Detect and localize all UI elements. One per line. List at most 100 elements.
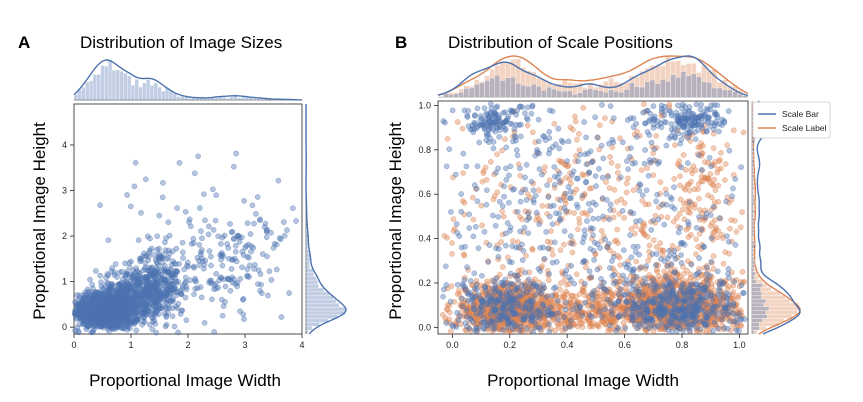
data-point (181, 266, 187, 273)
data-point (271, 240, 278, 247)
panel-letter-a: A (18, 33, 30, 52)
marginal-y-bar (305, 318, 329, 323)
marginal-y-bar (305, 261, 310, 266)
marginal-y-bar (305, 330, 309, 335)
data-point (160, 282, 166, 289)
data-point (500, 213, 507, 220)
data-point (684, 267, 690, 274)
data-point (175, 329, 181, 336)
data-point (677, 173, 683, 179)
data-point (548, 297, 555, 304)
data-point (154, 233, 160, 239)
data-point (726, 250, 732, 257)
panel-b-title: Distribution of Scale Positions (448, 33, 673, 52)
data-point (255, 281, 261, 287)
data-point (169, 313, 176, 320)
marginal-x-bar (134, 79, 139, 101)
marginal-y-bar (305, 280, 318, 285)
data-point (637, 312, 644, 318)
data-point (201, 320, 208, 326)
data-point (132, 300, 139, 307)
data-point (212, 217, 219, 224)
data-point (229, 228, 235, 235)
data-point (159, 259, 166, 266)
data-point (87, 313, 93, 320)
data-point (123, 292, 129, 299)
y-tick-label: 0.8 (418, 145, 431, 155)
data-point (587, 323, 593, 330)
marginal-x-bar (111, 70, 116, 101)
data-point (244, 220, 251, 226)
data-point (105, 237, 112, 243)
marginal-x-bar (123, 73, 128, 101)
data-point (132, 286, 138, 293)
data-point (219, 312, 226, 319)
data-point (557, 247, 564, 253)
marginal-y-bar (305, 276, 317, 281)
marginal-x-bar (115, 69, 120, 101)
data-point (176, 160, 183, 166)
data-point (714, 234, 721, 241)
data-point (207, 277, 213, 284)
y-tick-label: 1 (62, 277, 67, 287)
data-point (211, 329, 217, 335)
data-point (717, 156, 723, 163)
data-point (166, 232, 173, 239)
x-tick-label: 0.6 (618, 340, 631, 350)
data-point (617, 262, 624, 268)
data-point (596, 290, 602, 297)
data-point (637, 226, 644, 233)
data-point (85, 288, 92, 295)
data-point (715, 166, 721, 173)
marginal-x-bar (256, 98, 261, 101)
data-point (650, 277, 656, 283)
data-point (702, 159, 708, 165)
data-point (131, 306, 137, 312)
data-point (74, 315, 81, 322)
data-point (524, 122, 531, 129)
data-point (241, 197, 247, 204)
data-point (731, 278, 738, 285)
data-point (710, 253, 717, 259)
data-point (724, 142, 731, 148)
data-point (215, 233, 221, 239)
data-point (640, 291, 646, 298)
data-point (124, 192, 130, 198)
data-point (632, 230, 638, 237)
data-point (151, 317, 158, 324)
data-point (603, 179, 609, 185)
data-point (146, 264, 153, 271)
data-point (612, 300, 619, 306)
data-point (286, 290, 292, 296)
data-point (263, 228, 270, 235)
data-point (116, 269, 123, 276)
data-point (280, 219, 287, 225)
data-point (284, 227, 290, 233)
data-point (728, 217, 735, 223)
data-point (450, 216, 457, 222)
data-point (196, 262, 202, 268)
data-point (79, 305, 86, 312)
data-point (206, 248, 213, 254)
data-point (268, 277, 275, 283)
data-point (187, 223, 194, 230)
data-point (569, 311, 576, 318)
data-point (150, 251, 157, 258)
data-point (97, 202, 103, 208)
data-point (582, 209, 588, 216)
data-point (198, 228, 204, 234)
data-point (159, 194, 166, 201)
data-point (575, 226, 581, 233)
data-point (196, 241, 203, 248)
marginal-x-bar (168, 90, 173, 101)
marginal-x-bar (96, 74, 101, 101)
data-point (718, 297, 724, 303)
data-point (734, 292, 741, 299)
data-point (703, 301, 710, 308)
data-point (180, 255, 186, 261)
data-point (733, 327, 740, 334)
y-tick-label: 0.4 (418, 234, 431, 244)
data-point (680, 152, 687, 158)
data-point (180, 249, 186, 256)
data-point (93, 297, 99, 303)
